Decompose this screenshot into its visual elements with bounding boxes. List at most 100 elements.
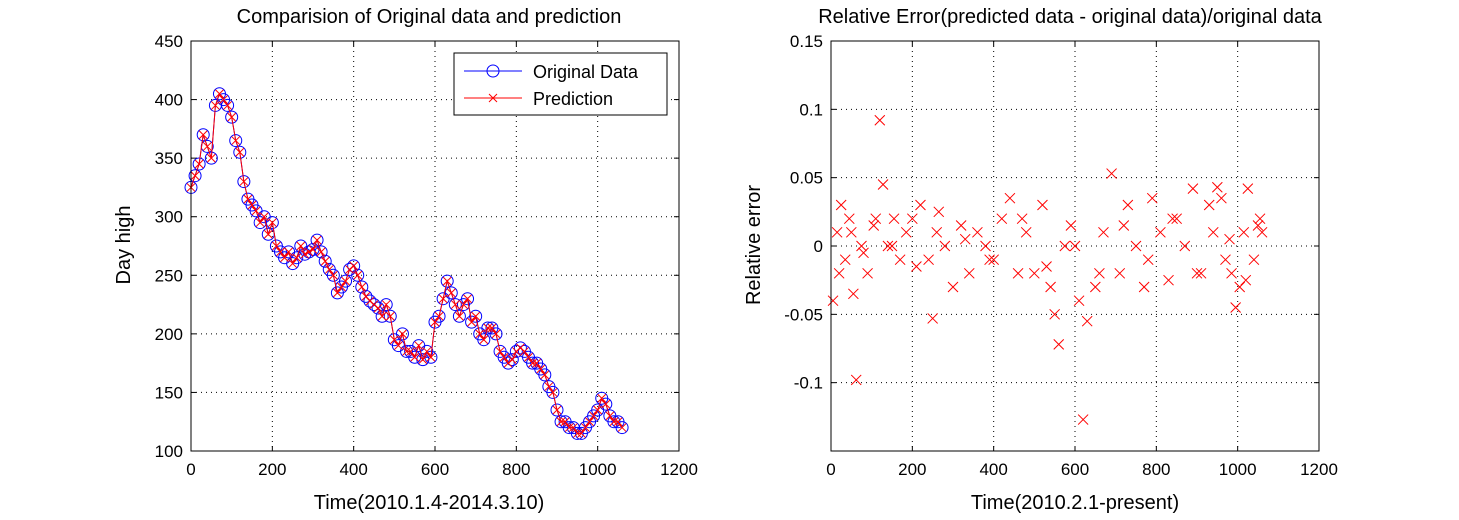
left-chart-xlabel: Time(2010.1.4-2014.3.10) xyxy=(314,492,545,514)
prediction-data-point xyxy=(406,347,415,356)
error-data-point xyxy=(1242,183,1254,194)
prediction-data-point xyxy=(304,247,314,257)
prediction-data-point xyxy=(609,417,619,427)
prediction-data-point xyxy=(243,194,253,204)
tick-label-x: 600 xyxy=(421,460,449,479)
prediction-data-point xyxy=(536,364,546,374)
tick-label-x: 400 xyxy=(979,460,1007,479)
prediction-data-point xyxy=(414,341,424,350)
right-chart: Relative Error(predicted data - original… xyxy=(743,6,1338,514)
prediction-data-point xyxy=(613,417,623,427)
prediction-data-point xyxy=(398,329,407,339)
error-data-point xyxy=(1049,308,1061,320)
tick-label-y: 400 xyxy=(155,91,183,110)
left-data xyxy=(184,87,629,440)
prediction-data-point xyxy=(235,147,245,157)
prediction-data-point xyxy=(434,311,444,321)
error-data-point xyxy=(827,295,839,307)
error-data-point xyxy=(988,254,1000,266)
prediction-data-point xyxy=(276,247,285,257)
prediction-data-point xyxy=(548,388,558,397)
error-data-point xyxy=(927,313,939,324)
error-data-point xyxy=(1016,213,1028,225)
error-data-point xyxy=(939,240,951,252)
prediction-data-point xyxy=(341,276,350,286)
prediction-data-point xyxy=(288,259,298,268)
error-data-point xyxy=(848,288,859,300)
prediction-data-point xyxy=(267,218,277,227)
original-data-point xyxy=(469,309,483,323)
prediction-data-point xyxy=(585,417,594,427)
error-data-point xyxy=(1089,281,1101,293)
right-axes: 0 200 400 600 800 1000 1200 -0.1 -0.05 0 0.05 0.1 0.… xyxy=(784,32,1338,479)
error-data-point xyxy=(1224,233,1235,245)
error-data-point xyxy=(1248,254,1260,266)
original-data-point xyxy=(452,309,466,323)
prediction-data-point xyxy=(324,265,334,274)
original-data-point xyxy=(379,298,393,312)
prediction-data-point xyxy=(316,247,326,257)
prediction-data-point xyxy=(532,358,542,368)
original-data-point xyxy=(444,286,458,300)
error-data-point xyxy=(1041,261,1052,272)
original-data-point xyxy=(440,274,454,288)
error-data-point xyxy=(911,261,922,272)
error-data-point xyxy=(980,240,991,252)
left-axes-box xyxy=(190,40,680,452)
prediction-data-point xyxy=(389,335,399,345)
error-data-point xyxy=(1077,414,1089,425)
error-data-point xyxy=(1195,267,1207,279)
error-data-point xyxy=(1073,295,1085,307)
prediction-data-point xyxy=(292,253,302,263)
error-data-point xyxy=(1028,267,1040,279)
error-data-point xyxy=(870,213,882,225)
error-data-point xyxy=(1106,168,1117,179)
original-data-point xyxy=(615,421,629,435)
error-data-point xyxy=(1065,220,1077,231)
prediction-data-point xyxy=(381,300,391,309)
legend-label-prediction: Prediction xyxy=(533,89,613,109)
prediction-data-point xyxy=(385,311,395,321)
original-data-point xyxy=(383,309,397,323)
prediction-data-point xyxy=(422,347,432,356)
prediction-data-point xyxy=(459,300,468,309)
error-data-point xyxy=(1252,220,1264,231)
tick-label-y: 150 xyxy=(155,383,183,402)
prediction-data-point xyxy=(528,358,537,368)
error-data-point xyxy=(955,220,967,231)
original-data-point xyxy=(339,274,353,288)
prediction-data-point xyxy=(239,177,249,186)
prediction-data-point xyxy=(495,347,505,356)
right-chart-xlabel: Time(2010.2.1-present) xyxy=(971,492,1179,514)
tick-label-y: 100 xyxy=(155,442,183,461)
prediction-data-point xyxy=(520,347,529,356)
original-data-point xyxy=(501,356,515,370)
prediction-data-point xyxy=(328,270,338,280)
tick-label-y: 200 xyxy=(155,325,183,344)
error-data-point xyxy=(1207,226,1219,238)
error-data-point xyxy=(963,267,975,279)
prediction-data-point xyxy=(483,323,493,333)
error-data-point xyxy=(858,247,869,259)
error-data-point xyxy=(931,226,943,238)
prediction-data-point xyxy=(227,112,237,122)
prediction-data-point xyxy=(524,352,533,362)
original-data-point xyxy=(489,327,503,341)
error-data-point xyxy=(833,267,845,279)
error-data-point xyxy=(894,254,906,266)
original-data-point xyxy=(188,169,202,183)
error-data-point xyxy=(1234,281,1246,293)
prediction-data-point xyxy=(219,95,228,104)
error-data-point xyxy=(1069,240,1081,252)
error-data-point xyxy=(1155,226,1166,238)
error-data-point xyxy=(906,213,918,225)
error-data-point xyxy=(972,226,983,238)
right-chart-ylabel: Relative error xyxy=(743,185,765,305)
original-data-point xyxy=(233,145,247,159)
original-data-point xyxy=(265,216,279,230)
error-data-point xyxy=(845,226,857,238)
prediction-data-point xyxy=(560,417,570,427)
original-data-point xyxy=(225,110,239,124)
tick-label-x: 0 xyxy=(186,460,195,479)
